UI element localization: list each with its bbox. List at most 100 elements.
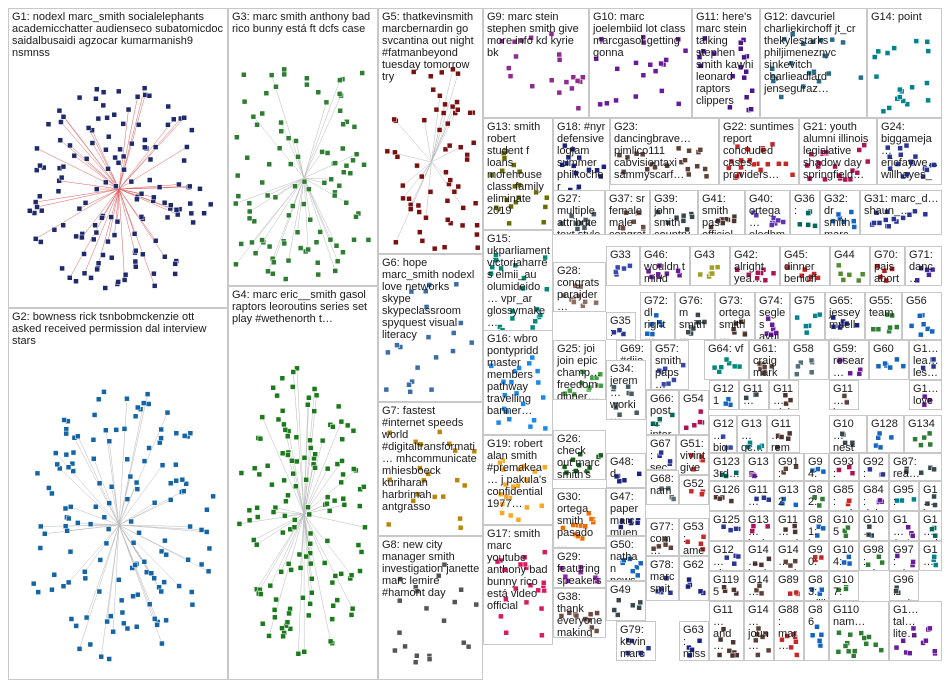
node [569, 85, 575, 92]
node [495, 419, 502, 426]
group-cell-g12b: G12… big… [709, 415, 737, 453]
group-graph-g65 [830, 314, 860, 331]
node [433, 106, 440, 113]
node [106, 656, 112, 662]
node [932, 532, 938, 539]
node [806, 70, 812, 76]
node [932, 648, 938, 655]
node [793, 589, 800, 596]
node [58, 174, 65, 181]
node [181, 488, 187, 494]
node [95, 115, 102, 122]
node [500, 379, 507, 385]
node [558, 565, 565, 571]
node [925, 97, 931, 104]
node [37, 162, 43, 169]
node [615, 597, 622, 603]
node [619, 518, 625, 525]
group-graph-g98 [865, 554, 885, 568]
edge [35, 188, 120, 203]
node [87, 641, 94, 648]
node [329, 616, 336, 622]
group-graph-g16 [488, 354, 549, 432]
node [32, 236, 39, 242]
group-graph-g33 [613, 263, 633, 278]
node [650, 545, 657, 552]
group-cell-g12: G12: davcuriel charliekirchoff jt_cr the… [760, 8, 867, 118]
node [332, 573, 339, 579]
node [751, 473, 758, 479]
node [695, 312, 701, 318]
node [758, 590, 765, 597]
group-cell-g13c: G13… jags… [744, 453, 774, 481]
node [877, 444, 884, 451]
node [327, 236, 334, 243]
node [749, 87, 755, 94]
node [662, 541, 669, 548]
node [523, 599, 530, 606]
node [427, 189, 434, 195]
node [714, 264, 721, 270]
node [365, 237, 372, 243]
node [648, 274, 655, 280]
group-cell-g65: G65: jessey muell… [825, 292, 865, 340]
node [132, 562, 138, 568]
group-cell-g107: G107: urge… [829, 571, 859, 601]
node [924, 326, 931, 332]
node [785, 264, 791, 271]
node [808, 357, 815, 364]
node [811, 68, 817, 75]
node [709, 270, 715, 277]
node [686, 147, 692, 154]
group-graph-g94 [809, 466, 827, 475]
group-graph-g7 [385, 429, 478, 531]
node [254, 514, 261, 520]
node [647, 61, 654, 68]
group-graph-g60 [875, 356, 907, 371]
node [62, 505, 69, 512]
node [753, 496, 760, 502]
node [60, 114, 67, 120]
node [836, 467, 842, 473]
group-cell-g66: G66: post… inter… [646, 390, 679, 435]
node [158, 588, 164, 595]
node [32, 199, 39, 205]
node [135, 591, 141, 598]
edge [395, 120, 432, 163]
node [594, 610, 600, 616]
node [450, 348, 456, 354]
node [402, 643, 408, 650]
node [257, 435, 264, 442]
node [633, 60, 639, 66]
node [270, 509, 277, 515]
node [140, 251, 146, 258]
node [891, 216, 897, 222]
node [144, 391, 151, 397]
node [344, 422, 351, 429]
node [865, 561, 871, 568]
node [468, 339, 475, 346]
node [729, 652, 736, 659]
node [743, 68, 749, 75]
node [700, 546, 706, 553]
node [668, 545, 674, 551]
node [142, 144, 148, 151]
node [830, 218, 836, 224]
node [103, 147, 109, 153]
node [279, 450, 286, 457]
group-cell-g48: G48: d [606, 453, 646, 488]
node [396, 629, 403, 636]
node [416, 209, 422, 215]
node [573, 612, 580, 619]
node [861, 142, 867, 148]
node [83, 614, 90, 621]
edge [67, 524, 120, 532]
node [909, 84, 915, 91]
node [278, 569, 284, 575]
node [926, 272, 932, 278]
node [690, 325, 697, 332]
group-graph-g51 [688, 452, 706, 473]
group-cell-g75: G75 [790, 292, 825, 340]
node [520, 401, 526, 407]
node [207, 201, 214, 208]
